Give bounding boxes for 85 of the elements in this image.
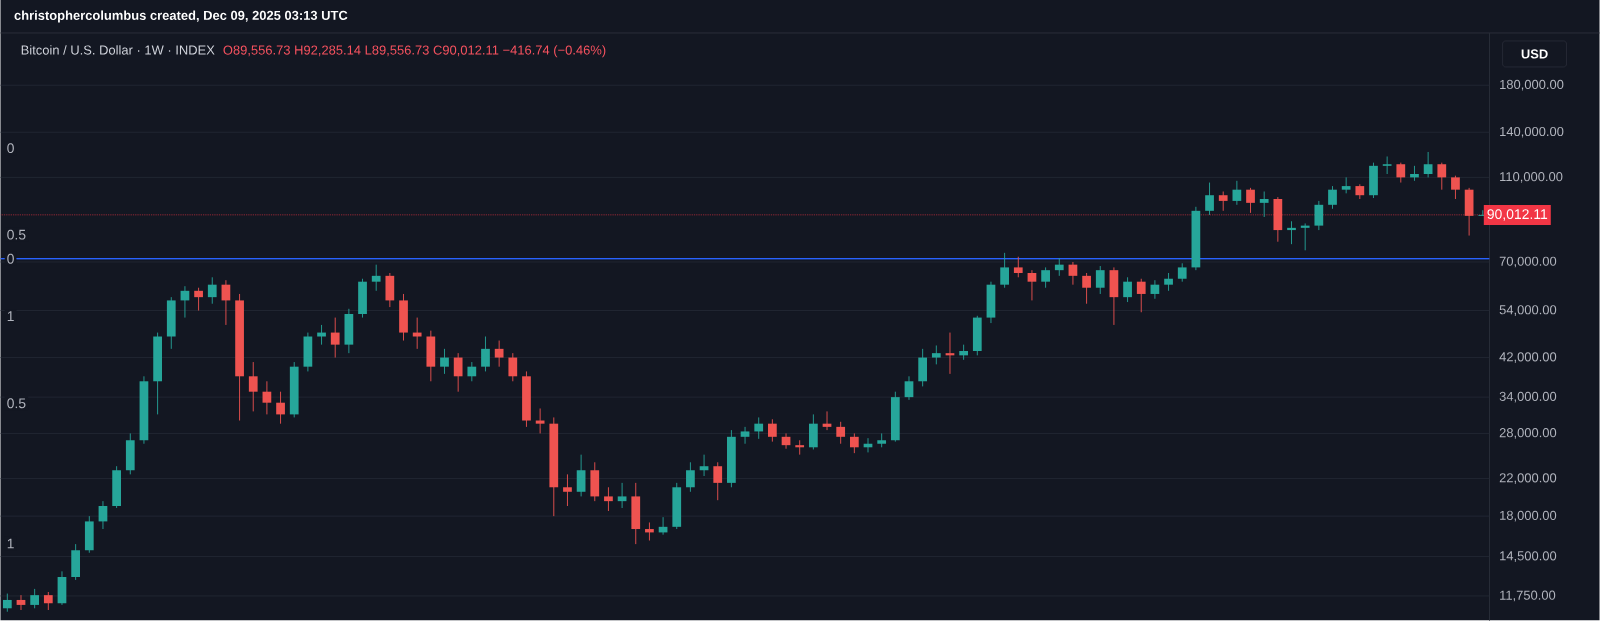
text: Bitcoin / U.S. Dollar · 1W · INDEX (21, 45, 215, 55)
candlestick (604, 486, 613, 512)
y-tick-label: 180,000.00 (1500, 79, 1564, 91)
candlestick (262, 380, 272, 415)
candlestick (1451, 175, 1460, 200)
candlestick (1068, 261, 1078, 286)
candlestick (453, 352, 463, 393)
candlestick (1328, 185, 1337, 210)
candlestick (1396, 162, 1406, 183)
candlestick (617, 482, 627, 509)
candlestick (713, 461, 723, 501)
candlestick (30, 588, 40, 609)
y-tick-label: 140,000.00 (1500, 126, 1564, 138)
candlestick (1232, 180, 1242, 206)
candlestick (1259, 191, 1269, 218)
candlestick (248, 361, 258, 412)
candlestick (467, 361, 477, 382)
candlestick (686, 461, 695, 493)
candlestick (207, 276, 217, 305)
candlestick (494, 340, 504, 368)
y-tick-label: 11,750.00 (1500, 590, 1556, 602)
y-tick-label: 22,000.00 (1499, 473, 1557, 484)
candlestick (1013, 256, 1023, 278)
candlestick (16, 594, 26, 611)
candlestick (1177, 262, 1187, 283)
y-axis-title: USD (1521, 49, 1548, 59)
candlestick (1314, 200, 1324, 231)
candlestick (754, 416, 764, 440)
candlestick (1287, 220, 1296, 245)
candlestick (699, 454, 709, 477)
candlestick (440, 348, 449, 375)
y-tick-label: 28,000.00 (1499, 428, 1557, 439)
candlestick (330, 317, 340, 358)
candlestick (508, 352, 518, 382)
candlestick (194, 287, 203, 311)
candlestick (1082, 272, 1091, 305)
candlestick (317, 324, 326, 346)
candlestick (1218, 191, 1228, 212)
candlestick (1246, 187, 1255, 214)
candlestick (904, 375, 914, 401)
annotation: 0.5 (7, 398, 26, 409)
candlestick (276, 391, 285, 425)
ref-line-label: 90,012.11 (1487, 209, 1548, 221)
candlestick (1382, 155, 1392, 175)
candlestick (1136, 278, 1146, 313)
candlestick (563, 473, 572, 507)
y-tick-label: 42,000.00 (1499, 352, 1557, 363)
annotation: 0 (7, 253, 14, 264)
annotation: 0 (7, 143, 14, 154)
candlestick (931, 344, 941, 365)
candlestick (740, 426, 750, 445)
candlestick (576, 454, 586, 497)
candlestick (645, 521, 654, 541)
text: christophercolumbus created, Dec 09, 2025 03:13 UTC (14, 10, 348, 23)
y-tick-label: 54,000.00 (1499, 305, 1557, 316)
candlestick (795, 439, 805, 456)
candlestick (1423, 151, 1433, 178)
candlestick (1095, 265, 1105, 295)
candlestick (1041, 266, 1050, 289)
candlestick (2, 593, 12, 613)
candlestick (768, 418, 777, 443)
y-tick-label: 110,000.00 (1500, 171, 1563, 183)
candlestick (412, 317, 422, 350)
candlestick (1300, 222, 1310, 251)
candlestick (1205, 182, 1214, 216)
y-tick-label: 14,500.00 (1500, 551, 1557, 562)
candlestick (535, 407, 545, 434)
candlestick (1123, 276, 1132, 303)
y-tick-label: 18,000.00 (1500, 510, 1557, 522)
candlestick (1410, 165, 1419, 182)
candlestick (1437, 162, 1447, 191)
y-tick-label: 34,000.00 (1499, 391, 1557, 403)
annotation: 0.5 (7, 229, 26, 240)
annotation: 1 (7, 538, 14, 549)
candlestick (371, 264, 381, 292)
candlestick (1027, 269, 1037, 301)
y-tick-label: 70,000.00 (1499, 256, 1557, 268)
candlestick (481, 336, 490, 372)
text: O89,556.73 H92,285.14 L89,556.73 C90,012.11 −416.74 (−0.46%) (223, 45, 606, 58)
annotation: 1 (7, 311, 14, 321)
candlestick (1000, 252, 1009, 289)
candlestick (918, 348, 928, 387)
candlestick (836, 421, 846, 445)
candlestick (849, 432, 859, 454)
candlestick (808, 413, 818, 450)
